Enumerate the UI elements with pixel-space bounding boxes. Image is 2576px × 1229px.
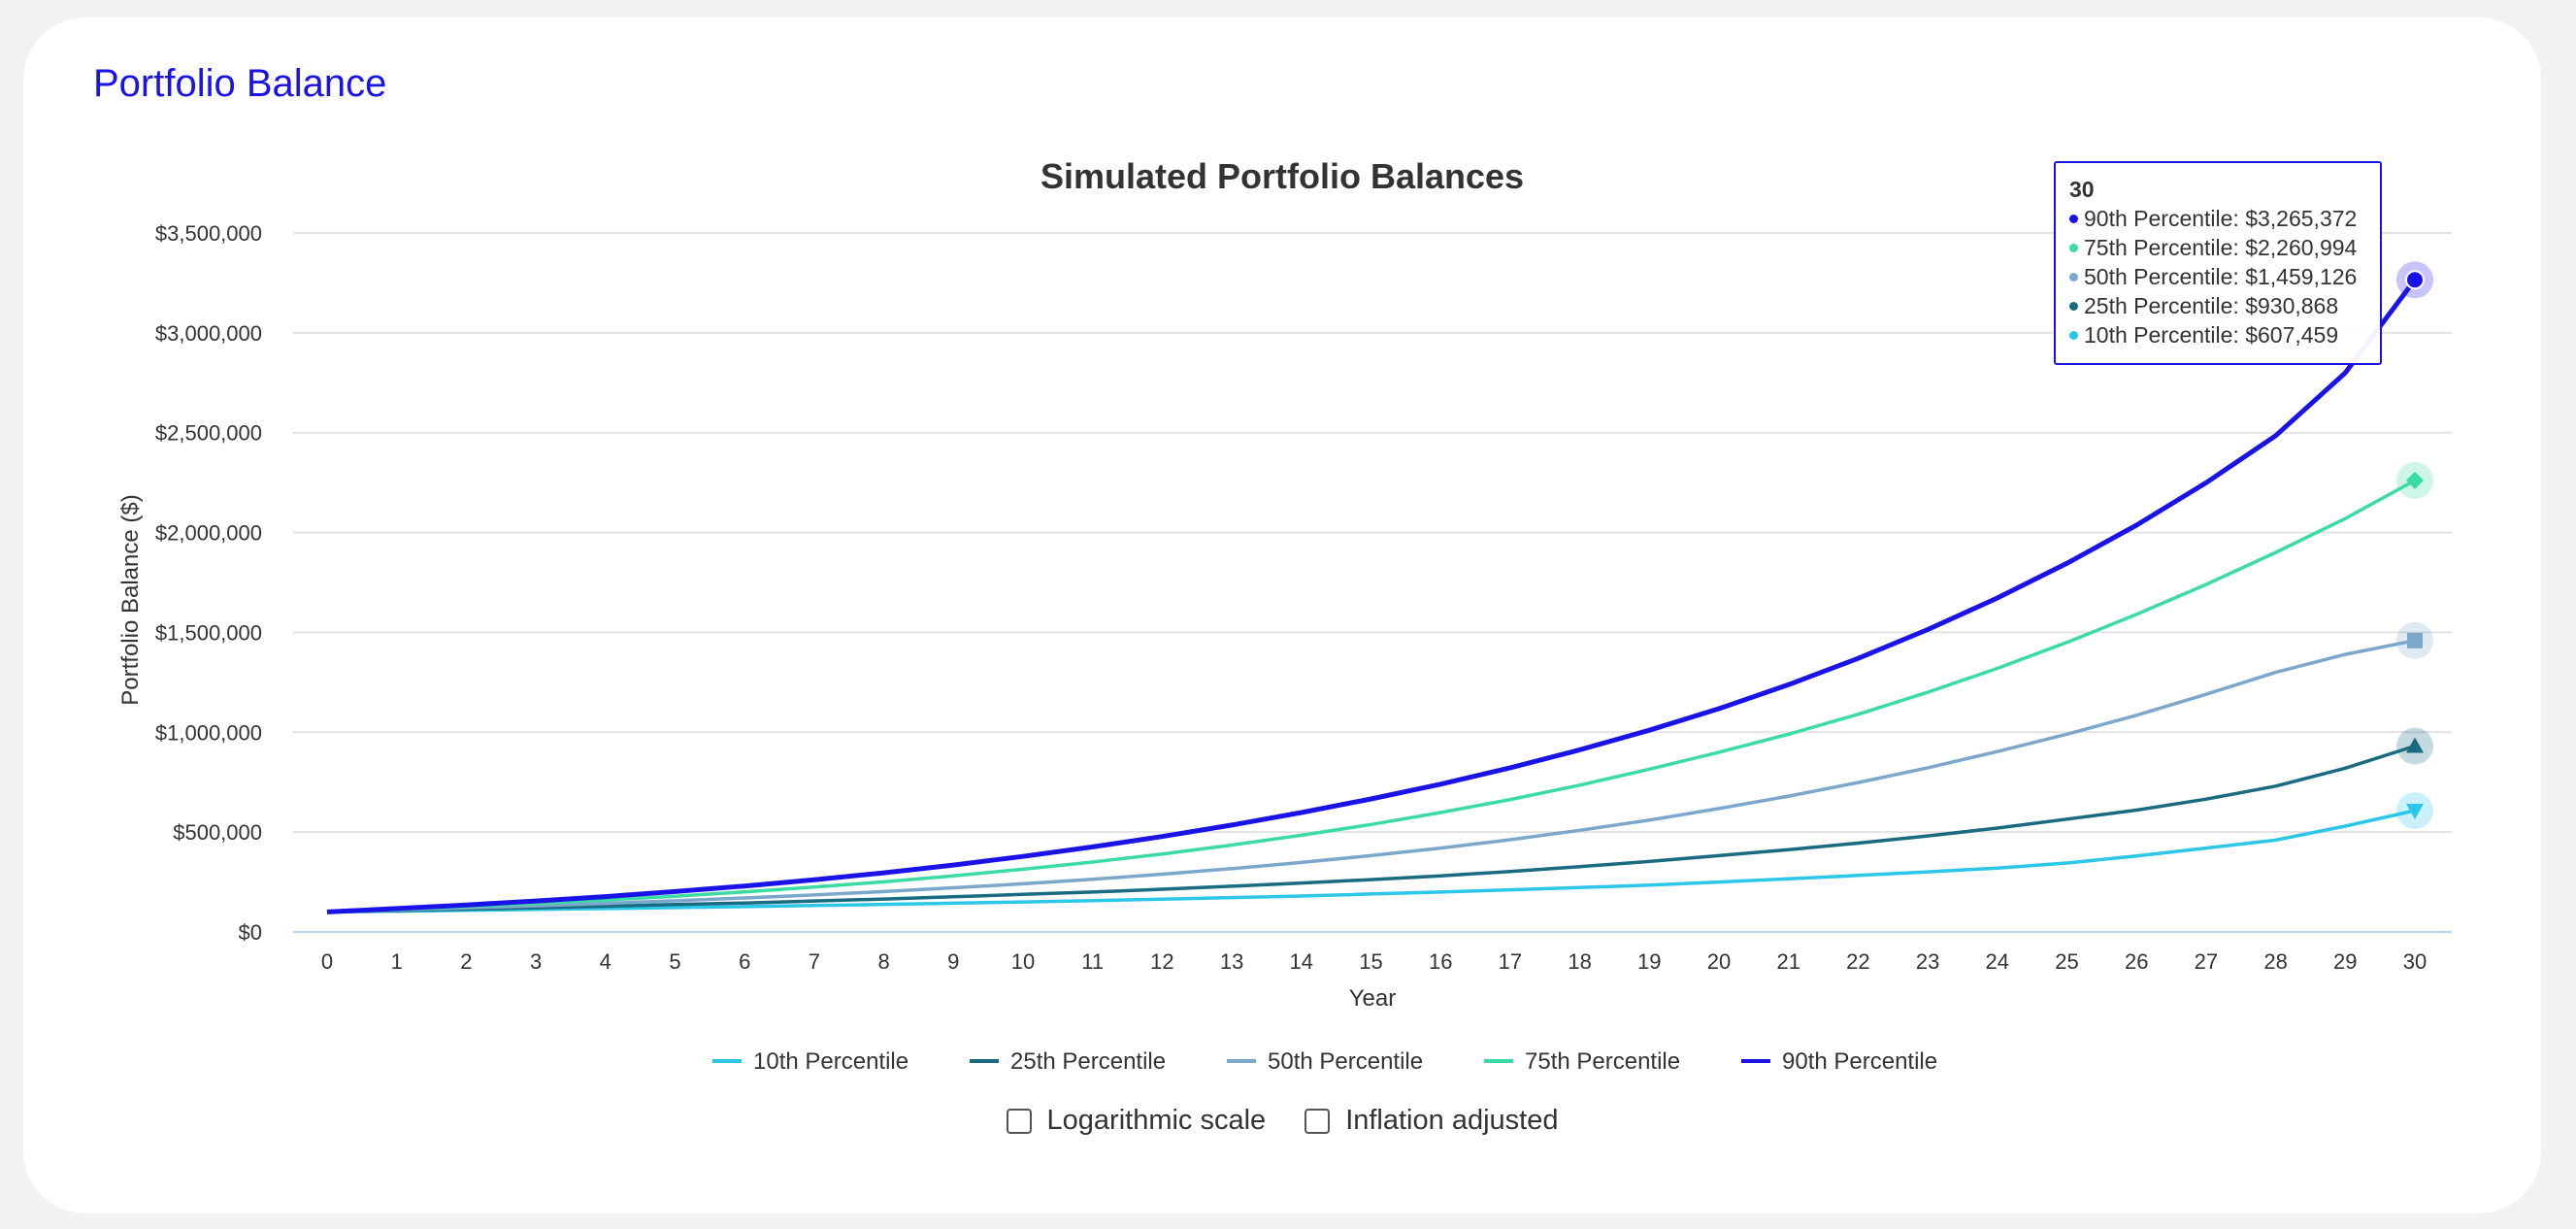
x-tick-label: 25 xyxy=(2055,949,2078,974)
legend-label: 90th Percentile xyxy=(1782,1048,1937,1075)
tooltip-dot xyxy=(2069,301,2078,311)
y-tick-label: $1,500,000 xyxy=(155,620,262,645)
tooltip-row-label: 75th Percentile: $2,260,994 xyxy=(2084,235,2358,260)
inflation-label: Inflation adjusted xyxy=(1345,1105,1559,1136)
marker-50th xyxy=(2407,632,2423,648)
y-tick-label: $0 xyxy=(239,920,262,945)
x-tick-label: 23 xyxy=(1916,949,1939,974)
x-tick-label: 7 xyxy=(809,949,820,974)
series-line-25th xyxy=(326,744,2416,914)
y-tick-label: $500,000 xyxy=(173,820,262,845)
log-scale-toggle[interactable]: Logarithmic scale xyxy=(1006,1105,1267,1137)
tooltip-row: 75th Percentile: $2,260,994 xyxy=(2069,233,2366,262)
x-tick-label: 2 xyxy=(460,949,472,974)
marker-75th xyxy=(2406,471,2424,489)
x-tick-label: 4 xyxy=(600,949,611,974)
x-tick-label: 10 xyxy=(1011,949,1035,974)
x-tick-label: 5 xyxy=(669,949,680,974)
x-tick-label: 18 xyxy=(1568,949,1591,974)
legend-item-90th[interactable]: 90th Percentile xyxy=(1741,1048,1937,1075)
inflation-checkbox[interactable] xyxy=(1305,1108,1331,1134)
legend-label: 75th Percentile xyxy=(1525,1048,1680,1075)
x-tick-label: 28 xyxy=(2263,949,2287,974)
y-axis-ticks: $0 $500,000 $1,000,000 $1,500,000 $2,000,000… xyxy=(155,221,262,945)
y-tick-label: $2,500,000 xyxy=(155,421,262,446)
x-tick-label: 8 xyxy=(877,949,889,974)
x-tick-label: 19 xyxy=(1637,949,1661,974)
x-axis-label: Year xyxy=(1349,985,1397,1012)
chart-controls: Logarithmic scale Inflation adjusted xyxy=(23,1105,2541,1137)
x-tick-label: 12 xyxy=(1150,949,1173,974)
legend-label: 25th Percentile xyxy=(1010,1048,1166,1075)
x-tick-label: 22 xyxy=(1846,949,1869,974)
x-tick-label: 0 xyxy=(321,949,333,974)
tooltip-row: 10th Percentile: $607,459 xyxy=(2069,320,2366,349)
y-tick-label: $2,000,000 xyxy=(155,521,262,546)
tooltip-dot xyxy=(2069,243,2078,252)
inflation-toggle[interactable]: Inflation adjusted xyxy=(1305,1105,1558,1137)
tooltip-row: 90th Percentile: $3,265,372 xyxy=(2069,204,2366,233)
log-scale-label: Logarithmic scale xyxy=(1046,1105,1267,1136)
series-line-10th xyxy=(326,809,2416,914)
legend-item-25th[interactable]: 25th Percentile xyxy=(970,1048,1166,1075)
x-tick-label: 27 xyxy=(2195,949,2218,974)
x-tick-label: 30 xyxy=(2403,949,2427,974)
x-tick-label: 14 xyxy=(1290,949,1313,974)
series-line-90th xyxy=(326,278,2418,914)
x-tick-label: 11 xyxy=(1081,949,1104,974)
chart-series xyxy=(326,278,2418,914)
marker-90th xyxy=(2405,270,2425,290)
x-tick-label: 3 xyxy=(530,949,542,974)
x-tick-label: 21 xyxy=(1776,949,1800,974)
x-tick-label: 24 xyxy=(1986,949,2009,974)
x-tick-label: 16 xyxy=(1429,949,1452,974)
marker-10th xyxy=(2406,804,2424,820)
x-tick-label: 17 xyxy=(1499,949,1522,974)
series-line-50th xyxy=(326,639,2416,914)
x-tick-label: 13 xyxy=(1220,949,1243,974)
log-scale-checkbox[interactable] xyxy=(1006,1108,1032,1134)
tooltip-dot xyxy=(2069,330,2078,340)
tooltip-dot xyxy=(2069,272,2078,282)
series-line-75th xyxy=(326,479,2416,914)
chart-markers xyxy=(2396,261,2433,830)
tooltip-row-label: 50th Percentile: $1,459,126 xyxy=(2084,264,2358,289)
chart-legend[interactable]: 10th Percentile 25th Percentile 50th Perce… xyxy=(712,1048,1937,1075)
tooltip-row: 25th Percentile: $930,868 xyxy=(2069,291,2366,320)
card-title: Portfolio Balance xyxy=(93,62,387,105)
x-tick-label: 20 xyxy=(1707,949,1731,974)
x-tick-label: 29 xyxy=(2333,949,2357,974)
tooltip-row-label: 10th Percentile: $607,459 xyxy=(2084,322,2339,348)
y-tick-label: $3,000,000 xyxy=(155,321,262,346)
marker-25th xyxy=(2406,737,2424,753)
legend-item-50th[interactable]: 50th Percentile xyxy=(1227,1048,1423,1075)
y-tick-label: $1,000,000 xyxy=(155,720,262,745)
tooltip-row-label: 90th Percentile: $3,265,372 xyxy=(2084,206,2358,231)
x-axis-ticks: 0 1 2 3 4 5 6 7 8 9 10 11 12 13 14 15 16 17 18 19 20 21 22 23 24… xyxy=(321,949,2427,974)
tooltip-row: 50th Percentile: $1,459,126 xyxy=(2069,262,2366,291)
tooltip-dot xyxy=(2069,214,2078,223)
tooltip-row-label: 25th Percentile: $930,868 xyxy=(2084,293,2339,318)
legend-label: 50th Percentile xyxy=(1268,1048,1423,1075)
legend-item-75th[interactable]: 75th Percentile xyxy=(1484,1048,1680,1075)
y-axis-label: Portfolio Balance ($) xyxy=(117,494,144,705)
chart-tooltip: 30 90th Percentile: $3,265,372 75th Perce… xyxy=(2054,161,2382,365)
chart-title: Simulated Portfolio Balances xyxy=(1040,156,1524,196)
x-tick-label: 6 xyxy=(739,949,750,974)
x-tick-label: 26 xyxy=(2125,949,2148,974)
legend-label: 10th Percentile xyxy=(753,1048,908,1075)
x-tick-label: 9 xyxy=(947,949,959,974)
x-tick-label: 1 xyxy=(391,949,403,974)
legend-item-10th[interactable]: 10th Percentile xyxy=(712,1048,908,1075)
portfolio-card: Portfolio Balance Simulated Portfolio Ba… xyxy=(23,17,2541,1213)
tooltip-header: 30 xyxy=(2069,177,2095,202)
y-tick-label: $3,500,000 xyxy=(155,221,262,246)
x-tick-label: 15 xyxy=(1359,949,1382,974)
